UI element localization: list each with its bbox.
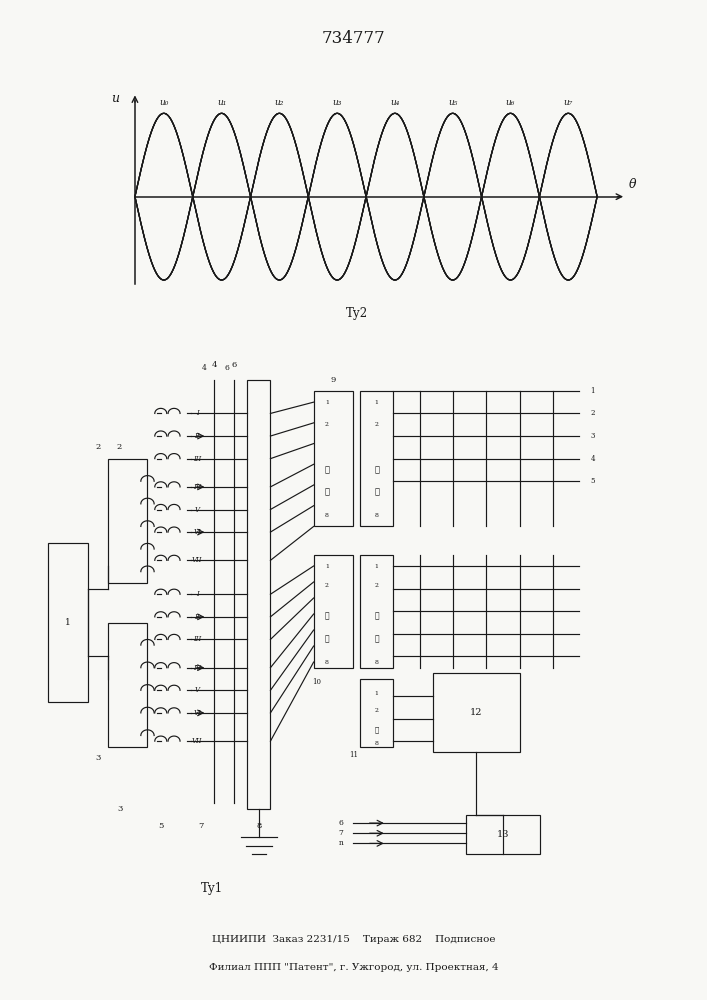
Text: u₅: u₅: [448, 98, 457, 107]
Text: 1: 1: [65, 618, 71, 627]
Text: VII: VII: [192, 556, 203, 564]
Text: 8: 8: [375, 741, 379, 746]
Text: 1: 1: [590, 387, 595, 395]
Text: 1: 1: [325, 564, 329, 569]
Text: 11: 11: [349, 751, 358, 759]
Text: 2: 2: [375, 422, 379, 427]
Text: VI: VI: [194, 709, 201, 717]
Text: ⋯: ⋯: [325, 466, 329, 474]
Text: VI: VI: [194, 528, 201, 536]
Bar: [247, 380, 270, 809]
Text: V: V: [195, 506, 200, 514]
Bar: [48, 543, 88, 702]
Text: u₁: u₁: [217, 98, 226, 107]
Text: 4: 4: [590, 455, 595, 463]
Text: u₃: u₃: [332, 98, 342, 107]
Text: 8: 8: [257, 822, 262, 830]
Text: V: V: [195, 686, 200, 694]
Text: u₇: u₇: [563, 98, 573, 107]
Text: 7: 7: [198, 822, 204, 830]
Text: 6: 6: [231, 361, 237, 369]
Text: 1: 1: [375, 400, 379, 405]
Bar: [360, 391, 393, 526]
Text: 2: 2: [375, 708, 379, 713]
Text: IV: IV: [194, 483, 201, 491]
Text: 5: 5: [590, 477, 595, 485]
Text: ЦНИИПИ  Заказ 2231/15    Тираж 682    Подписное: ЦНИИПИ Заказ 2231/15 Тираж 682 Подписное: [212, 935, 495, 944]
Text: u₂: u₂: [275, 98, 284, 107]
Text: 734777: 734777: [322, 30, 385, 47]
Bar: [314, 391, 354, 526]
Text: III: III: [193, 455, 201, 463]
Text: u: u: [111, 92, 119, 105]
Text: 2: 2: [325, 422, 329, 427]
Text: ⋯: ⋯: [375, 726, 379, 734]
Text: 10: 10: [312, 678, 322, 686]
Text: I: I: [196, 590, 199, 598]
Text: 8: 8: [375, 660, 379, 665]
Text: ⋯: ⋯: [325, 635, 329, 643]
Text: 2: 2: [325, 583, 329, 588]
Text: ⋯: ⋯: [374, 466, 379, 474]
Text: 8: 8: [325, 513, 329, 518]
Text: 1: 1: [325, 400, 329, 405]
Text: 1: 1: [375, 564, 379, 569]
Text: u₆: u₆: [506, 98, 515, 107]
Text: 4: 4: [211, 361, 216, 369]
Text: ⋯: ⋯: [325, 613, 329, 621]
Text: 3: 3: [95, 754, 100, 762]
Text: Филиал ППП "Патент", г. Ужгород, ул. Проектная, 4: Филиал ППП "Патент", г. Ужгород, ул. Про…: [209, 963, 498, 972]
Text: 5: 5: [158, 822, 163, 830]
Text: Τу1: Τу1: [201, 882, 223, 895]
Text: 7: 7: [339, 829, 344, 837]
Text: III: III: [193, 635, 201, 643]
Text: 13: 13: [497, 830, 509, 839]
Bar: [467, 815, 539, 854]
Text: 1: 1: [375, 691, 379, 696]
Text: 8: 8: [325, 660, 329, 665]
Text: II: II: [194, 432, 200, 440]
Text: I: I: [196, 409, 199, 417]
Text: 6: 6: [225, 364, 230, 372]
Bar: [107, 622, 148, 747]
Bar: [360, 679, 393, 747]
Text: 2: 2: [95, 443, 100, 451]
Text: 9: 9: [331, 376, 337, 384]
Bar: [433, 673, 520, 752]
Text: 3: 3: [117, 805, 122, 813]
Bar: [360, 555, 393, 668]
Bar: [107, 459, 148, 583]
Text: 2: 2: [375, 583, 379, 588]
Text: ⋯: ⋯: [375, 635, 379, 643]
Text: u₀: u₀: [159, 98, 168, 107]
Text: 12: 12: [470, 708, 483, 717]
Text: 3: 3: [590, 432, 595, 440]
Text: n: n: [339, 839, 344, 847]
Text: 2: 2: [117, 443, 122, 451]
Bar: [314, 555, 354, 668]
Text: ⋯: ⋯: [325, 489, 329, 497]
Text: 4: 4: [201, 364, 206, 372]
Text: II: II: [194, 613, 200, 621]
Text: Τу2: Τу2: [346, 307, 368, 320]
Text: u₄: u₄: [390, 98, 399, 107]
Text: 2: 2: [590, 409, 595, 417]
Text: 6: 6: [339, 819, 344, 827]
Text: θ: θ: [629, 178, 636, 191]
Text: ⋯: ⋯: [374, 489, 379, 497]
Text: VII: VII: [192, 737, 203, 745]
Text: ⋯: ⋯: [375, 613, 379, 621]
Text: IV: IV: [194, 664, 201, 672]
Text: 8: 8: [375, 513, 379, 518]
